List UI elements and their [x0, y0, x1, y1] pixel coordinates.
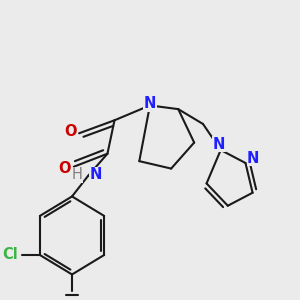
Text: Cl: Cl	[3, 248, 18, 262]
Text: H: H	[72, 167, 83, 182]
Text: N: N	[213, 137, 225, 152]
Text: O: O	[59, 161, 71, 176]
Text: N: N	[144, 96, 156, 111]
Text: N: N	[90, 167, 102, 182]
Text: N: N	[247, 151, 260, 166]
Text: O: O	[64, 124, 76, 139]
